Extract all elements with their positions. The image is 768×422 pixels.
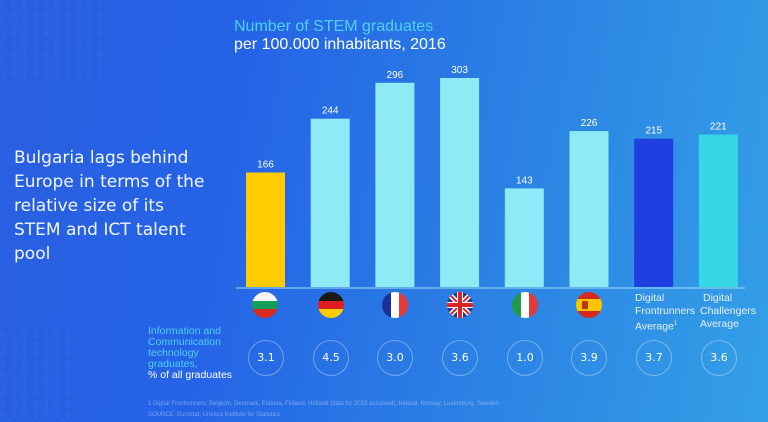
label-line: Challengers — [700, 305, 757, 317]
ict-value-circle: 1.0 — [507, 340, 543, 376]
category-label-digital-frontrunners: Digital Frontrunners Average1 — [635, 292, 695, 334]
bar-bulgaria — [246, 172, 285, 287]
bar-value-label: 226 — [581, 118, 598, 129]
bar-value-label: 143 — [516, 175, 533, 186]
chart-title: Number of STEM graduates — [234, 18, 434, 35]
flag-spain-icon — [576, 292, 602, 318]
label-line: Digital — [635, 292, 665, 304]
flag-italy-icon — [512, 292, 538, 318]
ict-value-circle: 3.0 — [377, 340, 413, 376]
label-line: Digital — [703, 292, 733, 304]
bar-france — [375, 82, 415, 287]
source-note: SOURCE: Eurostat; Unesco Institute for S… — [148, 412, 281, 418]
ict-value-circle: 4.5 — [313, 340, 349, 376]
ict-value-circle: 3.9 — [571, 340, 607, 376]
category-label-digital-challengers: Digital Challengers Average — [700, 292, 756, 331]
bar-germany — [310, 118, 350, 287]
ict-label: Information and Communication technology… — [148, 326, 248, 381]
ict-value-circle: 3.6 — [442, 340, 478, 376]
ict-value-circle: 3.6 — [701, 340, 737, 376]
bar-value-label: 244 — [322, 106, 339, 117]
ict-value-circle: 3.1 — [248, 340, 284, 376]
bar-italy — [504, 188, 544, 287]
footnote-mark: 1 — [673, 321, 678, 327]
bar-value-label: 221 — [710, 122, 727, 133]
flag-bulgaria-icon — [252, 292, 278, 318]
label-line: Average — [635, 320, 674, 333]
bar-spain — [569, 131, 609, 287]
bar-value-label: 303 — [451, 65, 468, 76]
flag-germany-icon — [318, 292, 344, 318]
label-line: Average — [700, 318, 739, 330]
headline: Bulgaria lags behind Europe in terms of … — [14, 148, 205, 264]
ict-label-text: Information and Communication technology… — [148, 325, 221, 370]
flag-france-icon — [382, 292, 408, 318]
bar-value-label: 166 — [257, 159, 274, 170]
ict-value-circle: 3.7 — [636, 340, 672, 376]
bar-value-label: 215 — [645, 126, 662, 137]
flag-uk-icon — [447, 292, 473, 318]
bar-digital-challengers-average — [698, 134, 738, 287]
footnote: 1 Digital Frontrunners: Belgium, Denmark… — [148, 401, 499, 407]
chart-subtitle: per 100.000 inhabitants, 2016 — [234, 36, 446, 53]
binary-pattern-decoration: 0 1 0 1 1 0 1 0 0 1 1 0 1 0 0 1 0 1 1 0 … — [0, 0, 103, 80]
label-line: Frontrunners — [635, 305, 696, 317]
binary-pattern-decoration: 0 1 0 1 1 0 1 1 0 1 0 0 1 0 0 1 1 0 1 0 … — [0, 330, 71, 420]
bar-united-kingdom — [440, 78, 480, 287]
bar-digital-frontrunners-average — [634, 138, 674, 287]
bar-value-label: 296 — [387, 70, 404, 81]
ict-label-unit: % of all graduates — [148, 369, 233, 381]
